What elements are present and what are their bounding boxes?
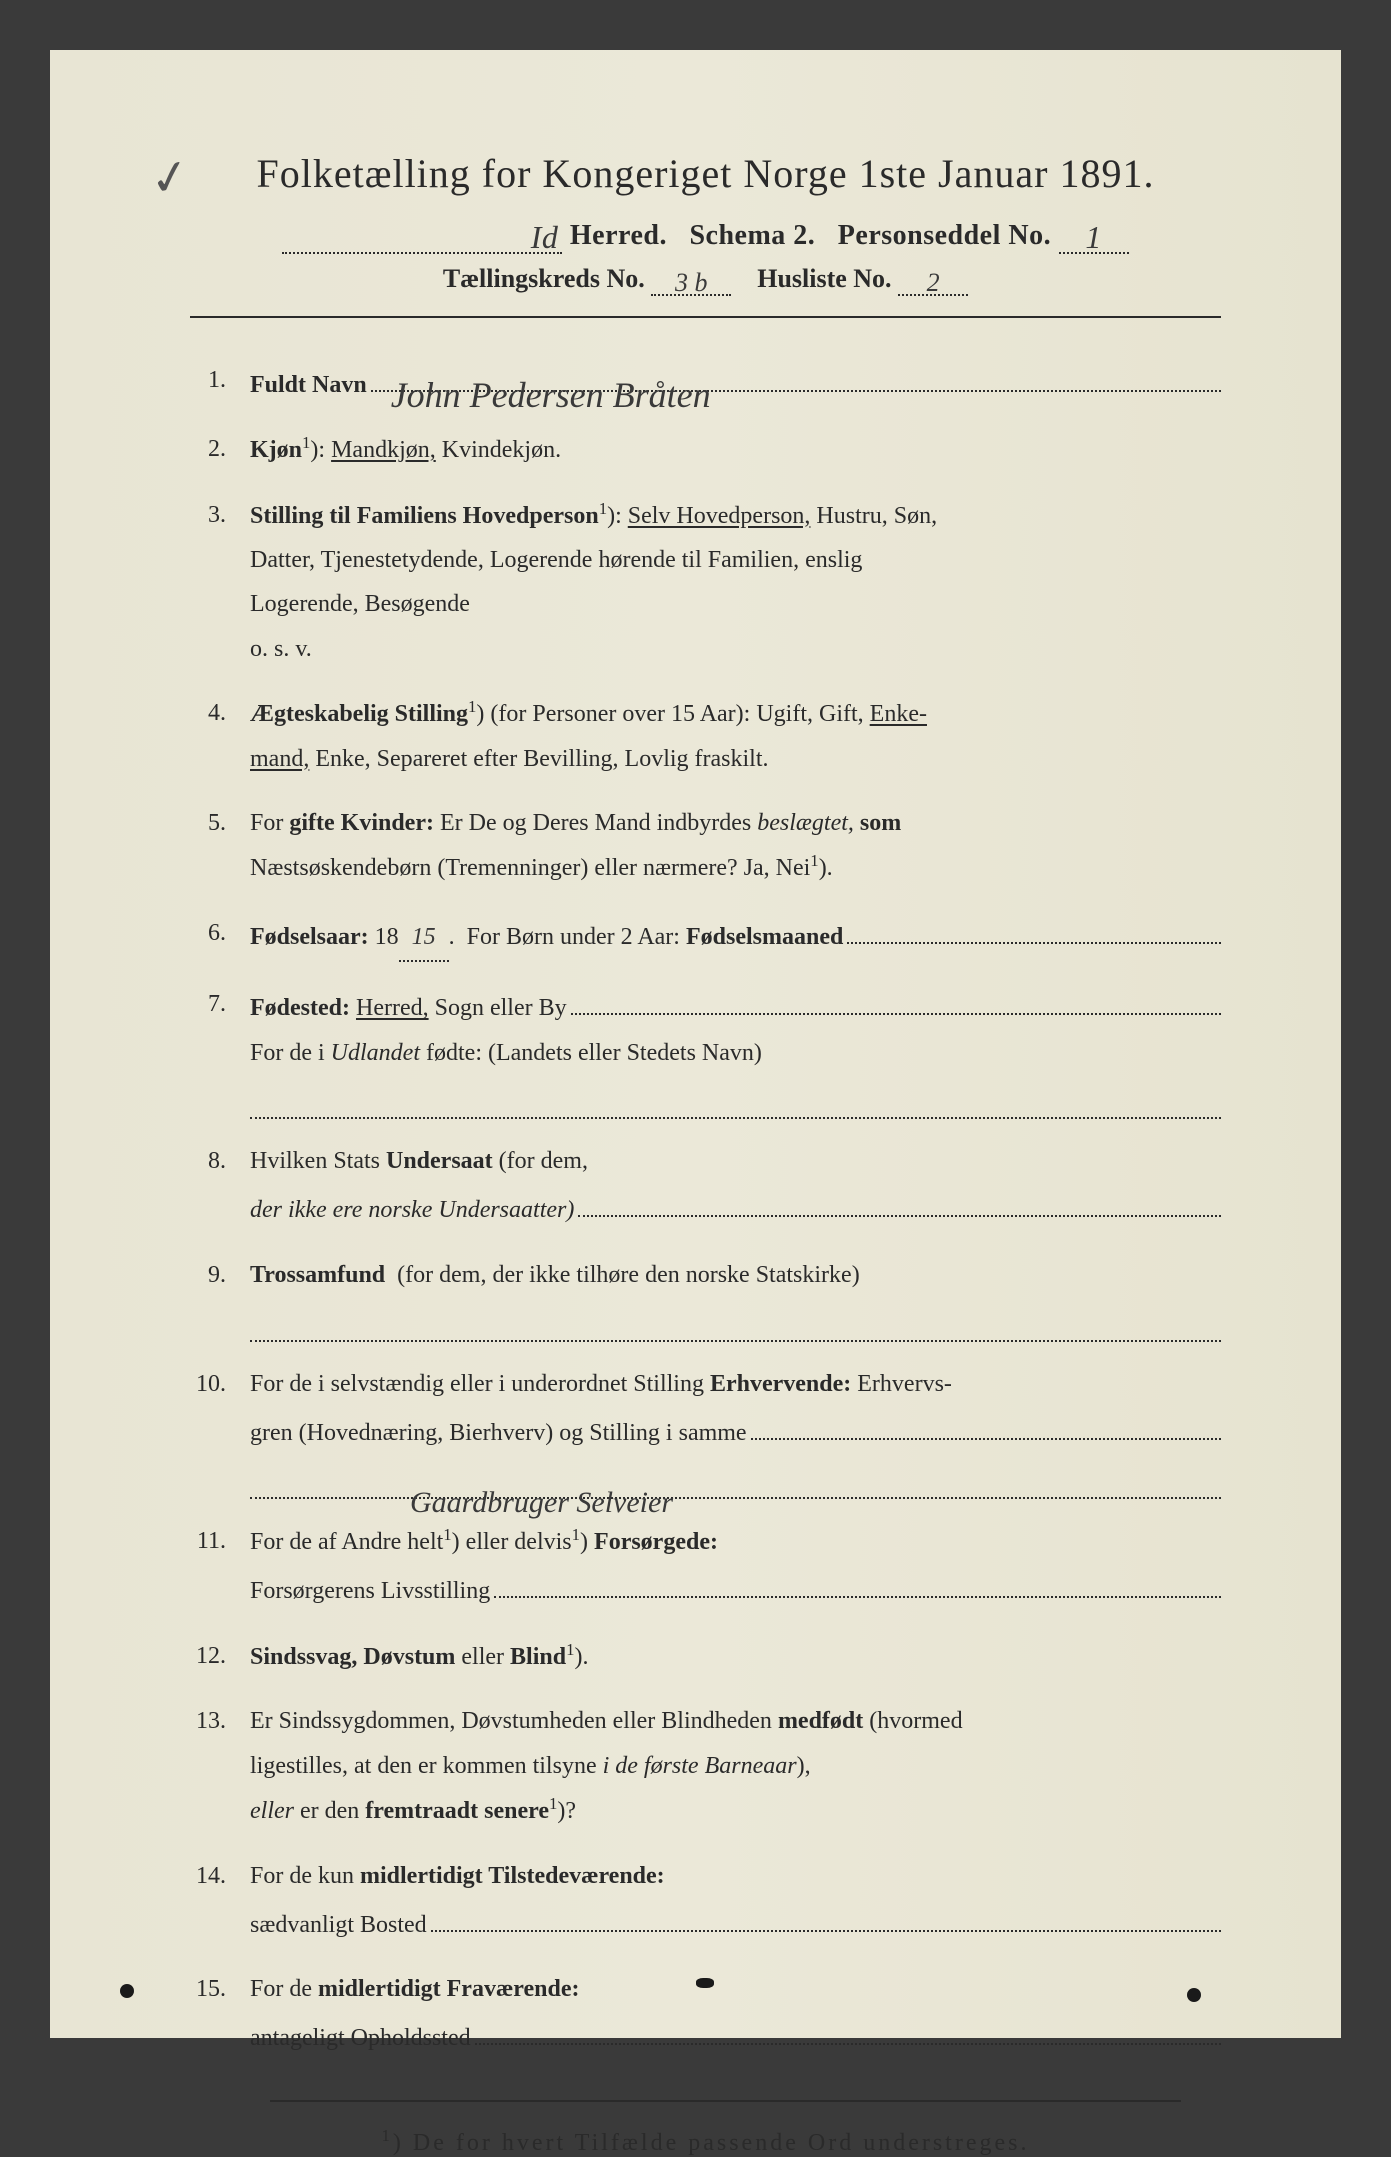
header-line-1: Id Herred. Schema 2. Personseddel No. 1	[190, 215, 1221, 254]
field-4-mand: mand,	[250, 746, 309, 772]
artifact-dot	[120, 1984, 134, 1998]
field-6-label: Fødselsaar:	[250, 915, 369, 959]
field-num: 5.	[190, 801, 250, 847]
field-2-kvindekjon: Kvindekjøn.	[442, 437, 561, 463]
checkmark-annotation: ✓	[145, 147, 194, 209]
field-10: 10. For de i selvstændig eller i underor…	[190, 1362, 1221, 1500]
field-num: 7.	[190, 982, 250, 1028]
field-3-selv: Selv Hovedperson,	[628, 503, 811, 529]
field-4-line2b: Enke, Separeret efter Bevilling, Lovlig …	[315, 746, 768, 772]
field-6-year-hw: 15	[412, 924, 436, 950]
field-7-herred: Herred,	[356, 986, 429, 1030]
field-13: 13. Er Sindssygdommen, Døvstumheden elle…	[190, 1699, 1221, 1833]
field-1-name-hw: John Pedersen Bråten	[391, 362, 711, 394]
field-1-label: Fuldt Navn	[250, 363, 367, 407]
field-4-paren: (for Personer over 15 Aar):	[490, 701, 750, 727]
field-9: 9. Trossamfund (for dem, der ikke tilhør…	[190, 1253, 1221, 1342]
field-1: 1. Fuldt Navn John Pedersen Bråten	[190, 358, 1221, 407]
field-10-occupation-hw: Gaardbruger Selveier	[410, 1475, 673, 1502]
field-num: 14.	[190, 1854, 250, 1900]
scan-frame: ✓ Folketælling for Kongeriget Norge 1ste…	[20, 20, 1371, 2068]
field-num: 6.	[190, 911, 250, 957]
personseddel-hw: 1	[1085, 219, 1102, 255]
form-title: Folketælling for Kongeriget Norge 1ste J…	[190, 150, 1221, 197]
header-line-2: Tællingskreds No. 3 b Husliste No. 2	[190, 264, 1221, 296]
personseddel-label: Personseddel No.	[838, 220, 1051, 251]
field-9-label: Trossamfund	[250, 1262, 385, 1288]
herred-label: Herred.	[570, 220, 667, 251]
field-2-mandkjon: Mandkjøn,	[331, 437, 436, 463]
field-14: 14. For de kun midlertidigt Tilstedevære…	[190, 1854, 1221, 1947]
field-num: 8.	[190, 1139, 250, 1185]
footnote: 1) De for hvert Tilfælde passende Ord un…	[190, 2126, 1221, 2157]
husliste-label: Husliste No.	[757, 264, 891, 293]
field-num: 10.	[190, 1362, 250, 1408]
field-4-opts: Ugift, Gift,	[756, 701, 863, 727]
field-num: 13.	[190, 1699, 250, 1745]
artifact-dot	[1187, 1988, 1201, 2002]
field-num: 1.	[190, 358, 250, 404]
field-7-label: Fødested:	[250, 986, 350, 1030]
field-num: 3.	[190, 493, 250, 539]
header-rule	[190, 316, 1221, 318]
field-num: 2.	[190, 427, 250, 473]
field-3-rest1: Hustru, Søn,	[816, 503, 937, 529]
field-4: 4. Ægteskabelig Stilling1) (for Personer…	[190, 691, 1221, 781]
field-11: 11. For de af Andre helt1) eller delvis1…	[190, 1519, 1221, 1613]
artifact-dot	[696, 1978, 714, 1988]
field-num: 9.	[190, 1253, 250, 1299]
field-3-label: Stilling til Familiens Hovedperson	[250, 503, 599, 529]
taellingskreds-label: Tællingskreds No.	[443, 264, 645, 293]
footnote-rule	[270, 2100, 1181, 2102]
field-3: 3. Stilling til Familiens Hovedperson1):…	[190, 493, 1221, 672]
schema-label: Schema 2.	[689, 220, 815, 251]
field-4-enke: Enke-	[870, 701, 927, 727]
field-num: 15.	[190, 1967, 250, 2013]
field-num: 11.	[190, 1519, 250, 1565]
field-8: 8. Hvilken Stats Undersaat (for dem, der…	[190, 1139, 1221, 1232]
form-body: 1. Fuldt Navn John Pedersen Bråten 2. Kj…	[190, 358, 1221, 2060]
field-3-rest2: Datter, Tjenestetydende, Logerende høren…	[250, 547, 862, 573]
field-2-label: Kjøn	[250, 437, 302, 463]
field-7: 7. Fødested: Herred, Sogn eller By For d…	[190, 982, 1221, 1120]
field-12: 12. Sindssvag, Døvstum eller Blind1).	[190, 1634, 1221, 1680]
taellingskreds-hw: 3 b	[675, 268, 708, 297]
census-form-paper: ✓ Folketælling for Kongeriget Norge 1ste…	[50, 50, 1341, 2038]
field-5-gifte: gifte Kvinder:	[289, 810, 434, 836]
herred-handwritten: Id	[531, 219, 559, 255]
field-num: 4.	[190, 691, 250, 737]
field-2: 2. Kjøn1): Mandkjøn, Kvindekjøn.	[190, 427, 1221, 473]
field-4-label: Ægteskabelig Stilling	[250, 701, 468, 727]
footnote-text: De for hvert Tilfælde passende Ord under…	[413, 2130, 1030, 2156]
field-5: 5. For gifte Kvinder: Er De og Deres Man…	[190, 801, 1221, 891]
husliste-hw: 2	[927, 268, 940, 297]
field-3-rest3: Logerende, Besøgende	[250, 591, 470, 617]
field-3-rest4: o. s. v.	[250, 636, 312, 662]
field-6: 6. Fødselsaar: 1815. For Børn under 2 Aa…	[190, 911, 1221, 962]
field-num: 12.	[190, 1634, 250, 1680]
